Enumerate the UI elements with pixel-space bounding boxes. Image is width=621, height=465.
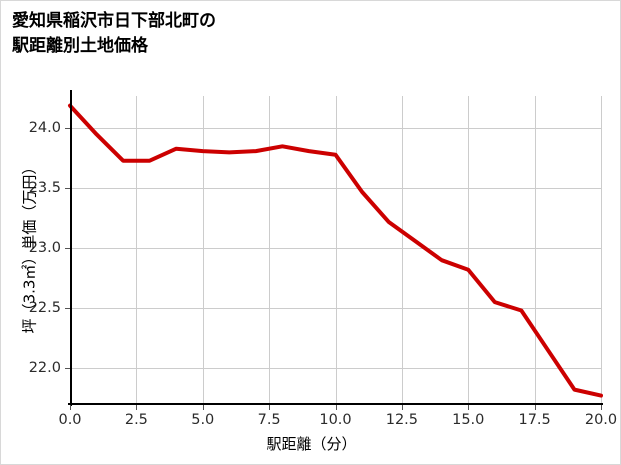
series-line (68, 103, 603, 398)
y-tick-mark (65, 248, 70, 250)
y-tick-mark (65, 128, 70, 130)
gridline-vertical (269, 96, 271, 404)
gridline-vertical (136, 96, 138, 404)
x-tick-label: 17.5 (518, 412, 551, 428)
gridline-vertical (202, 96, 204, 404)
x-tick-label: 15.0 (452, 412, 485, 428)
y-tick-label: 22.5 (28, 300, 61, 317)
page-title: 愛知県稲沢市日下部北町の 駅距離別土地価格 (12, 11, 216, 56)
x-tick-mark (202, 405, 204, 410)
y-tick-mark (65, 308, 70, 310)
x-tick-mark (468, 405, 470, 410)
x-axis-spine (68, 403, 603, 405)
x-tick-mark (534, 405, 536, 410)
x-tick-label: 5.0 (191, 412, 215, 428)
x-tick-mark (136, 405, 138, 410)
x-tick-label: 0.0 (58, 412, 82, 428)
y-tick-mark (65, 368, 70, 370)
y-axis-spine (70, 90, 72, 406)
gridline-vertical (534, 96, 536, 404)
x-tick-label: 7.5 (257, 412, 281, 428)
x-tick-label: 10.0 (319, 412, 352, 428)
y-tick-label: 24.0 (28, 120, 61, 137)
gridline-vertical (468, 96, 470, 404)
plot-area (68, 96, 603, 404)
gridline-vertical (401, 96, 403, 404)
x-axis-title: 駅距離（分） (266, 435, 357, 453)
x-tick-mark (401, 405, 403, 410)
x-tick-mark (70, 405, 71, 410)
y-tick-label: 23.0 (28, 240, 61, 257)
x-tick-mark (269, 405, 271, 410)
gridline-vertical (601, 96, 602, 404)
x-tick-label: 20.0 (584, 412, 618, 428)
y-tick-label: 23.5 (28, 180, 61, 197)
y-axis-tick-labels: 22.0 22.5 23.0 23.5 24.0 (1, 1, 61, 464)
x-tick-mark (335, 405, 337, 410)
line-series (68, 103, 603, 398)
x-tick-mark (601, 405, 602, 410)
gridline-vertical (335, 96, 337, 404)
y-tick-mark (65, 188, 70, 190)
x-tick-label: 12.5 (385, 412, 419, 428)
y-tick-label: 22.0 (28, 360, 61, 377)
y-axis-title: 坪（3.3㎡）単価（万円） (20, 159, 39, 334)
x-tick-label: 2.5 (124, 412, 148, 428)
